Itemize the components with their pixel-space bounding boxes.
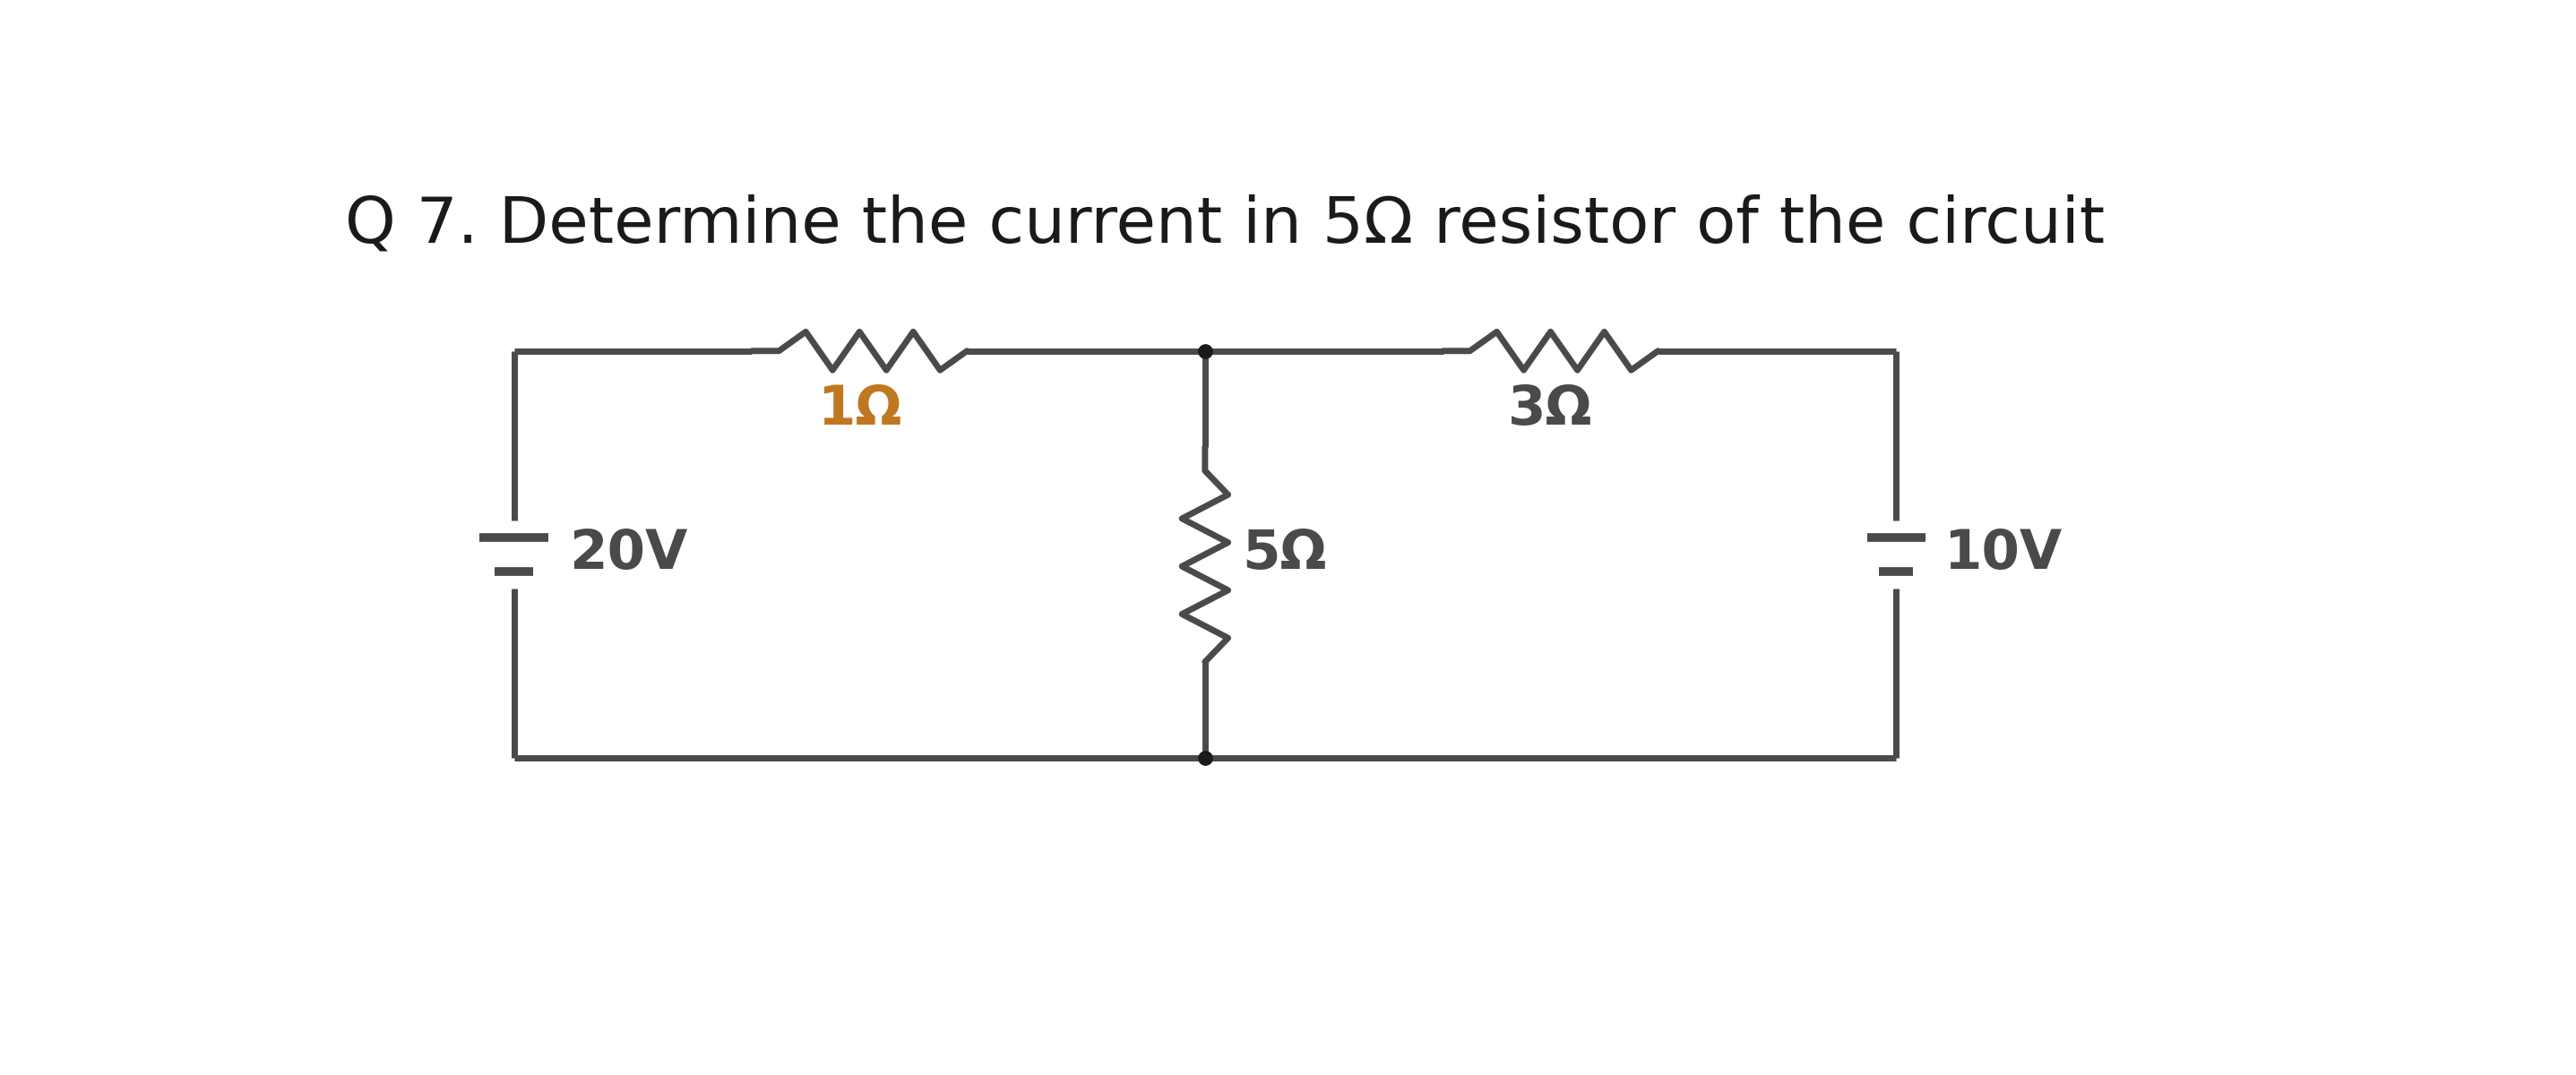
- Text: Q 7. Determine the current in 5Ω resistor of the circuit: Q 7. Determine the current in 5Ω resisto…: [345, 194, 2105, 256]
- Text: 10V: 10V: [1945, 528, 2061, 581]
- Text: 3Ω: 3Ω: [1510, 383, 1592, 436]
- Text: 5Ω: 5Ω: [1242, 528, 1327, 581]
- Text: 20V: 20V: [569, 528, 688, 581]
- Text: 1Ω: 1Ω: [817, 383, 902, 436]
